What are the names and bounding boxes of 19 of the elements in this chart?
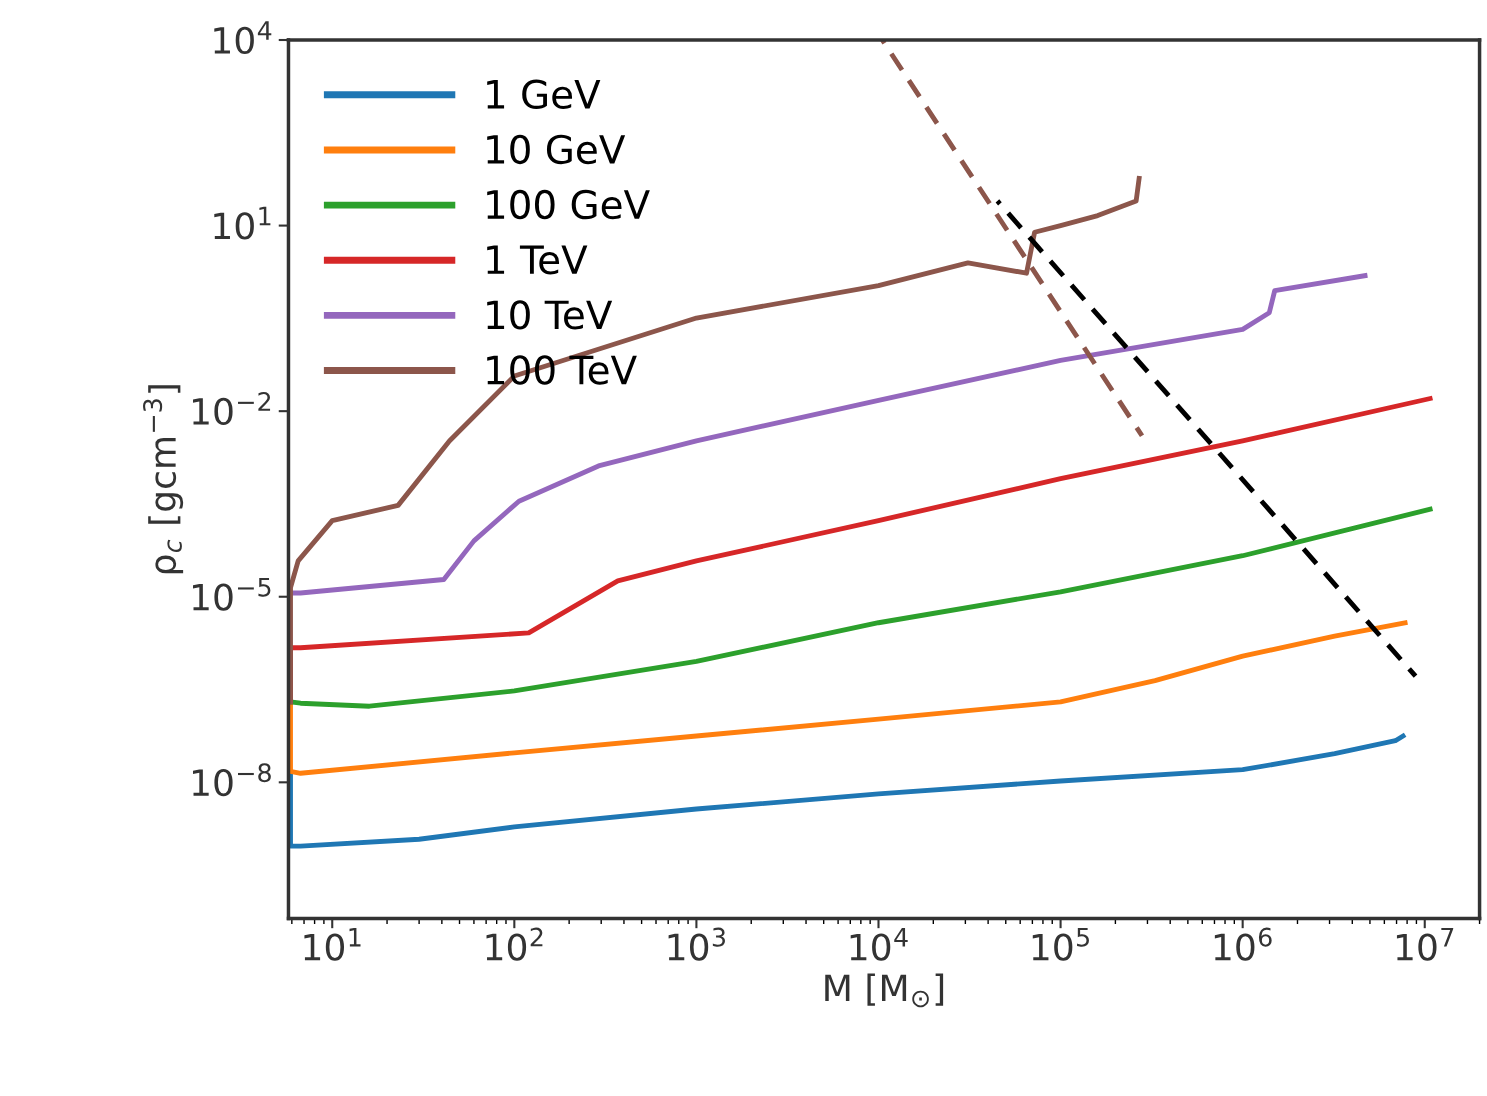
y-tick-label: 10$^{−8}$ — [193, 763, 271, 797]
legend-label: 10 TeV — [487, 300, 613, 330]
x-tick-label: 10$^{4}$ — [850, 927, 908, 961]
x-tick-label: 10$^{3}$ — [668, 927, 725, 961]
x-tick-label: 10$^{5}$ — [1032, 927, 1089, 961]
y-tick-label: 10$^{4}$ — [214, 21, 272, 54]
y-axis-title: ρ$_{c}$ [gcm$^{−3}$] — [143, 385, 184, 574]
legend-label: 100 GeV — [487, 189, 650, 220]
x-tick-label: 10$^{2}$ — [486, 927, 543, 961]
legend-label: 1 GeV — [487, 79, 601, 109]
y-tick-label: 10$^{1}$ — [214, 206, 271, 240]
legend-label: 10 GeV — [487, 134, 626, 165]
x-axis-title: M [M$_{⊙}$] — [825, 973, 944, 1008]
legend-label: 1 TeV — [487, 245, 588, 275]
x-tick-label: 10$^{1}$ — [304, 927, 361, 961]
x-tick-label: 10$^{7}$ — [1396, 927, 1454, 961]
y-tick-label: 10$^{−5}$ — [193, 577, 271, 611]
x-tick-label: 10$^{6}$ — [1214, 927, 1272, 961]
y-tick-label: 10$^{−2}$ — [193, 392, 271, 426]
